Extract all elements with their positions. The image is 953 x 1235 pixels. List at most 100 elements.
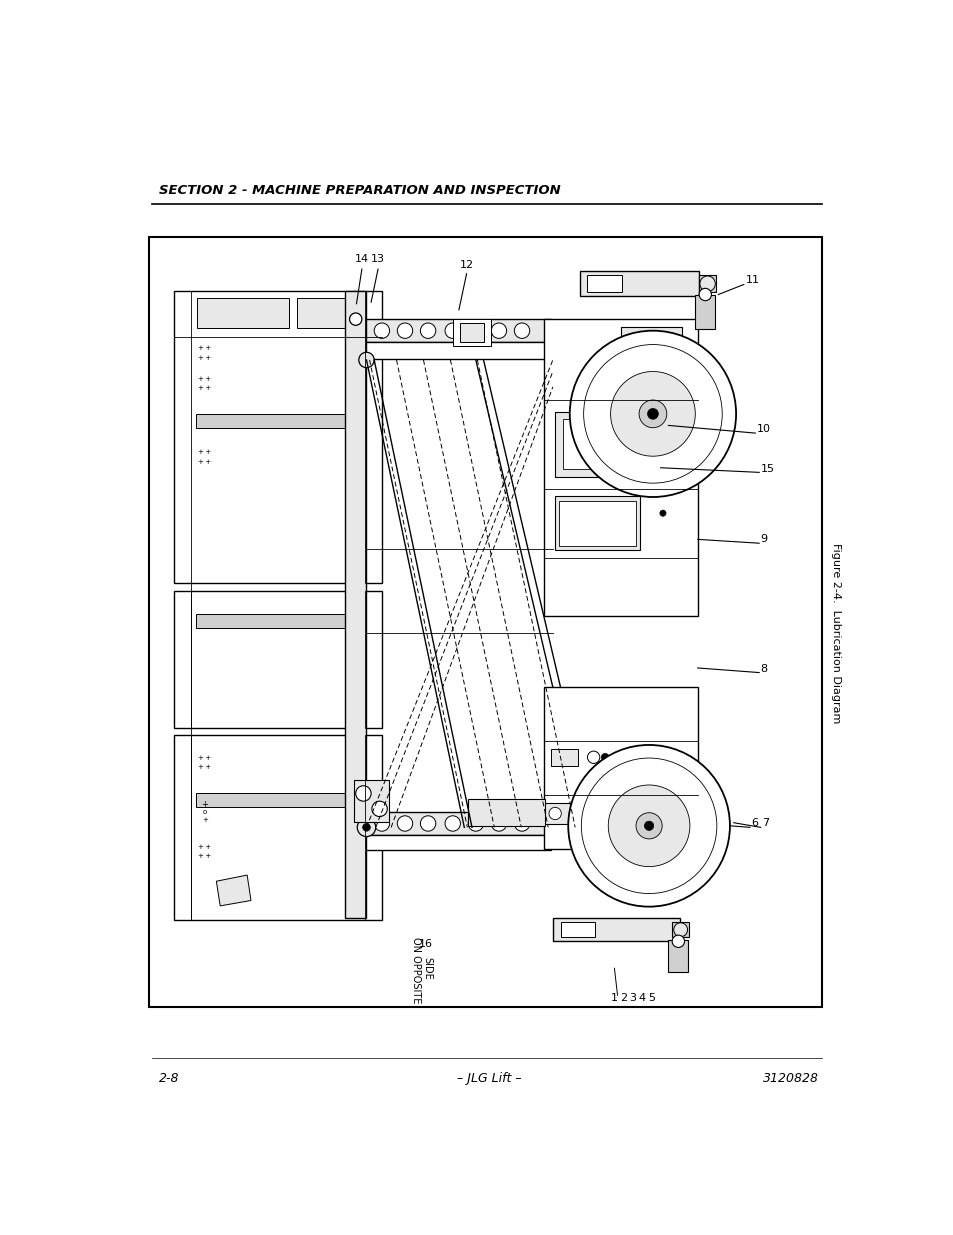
Bar [552, 918, 679, 941]
Text: o: o [202, 809, 207, 815]
Text: +: + [201, 800, 208, 809]
Text: 16: 16 [418, 940, 433, 950]
Text: +: + [202, 816, 208, 823]
Circle shape [468, 324, 483, 338]
Text: 7: 7 [761, 818, 768, 827]
Bar [636, 411, 685, 458]
Text: 9: 9 [760, 535, 767, 545]
Circle shape [568, 745, 729, 906]
Circle shape [608, 785, 689, 867]
Circle shape [699, 288, 711, 300]
Bar [558, 501, 636, 546]
Circle shape [672, 935, 684, 947]
Text: + +: + + [198, 377, 212, 382]
Bar [453, 319, 491, 346]
Bar [555, 411, 632, 477]
Circle shape [349, 312, 361, 325]
Text: + +: + + [198, 450, 212, 456]
Circle shape [679, 808, 692, 820]
Circle shape [514, 816, 529, 831]
Bar [366, 342, 551, 359]
Text: 11: 11 [744, 275, 759, 285]
Circle shape [372, 802, 387, 816]
Circle shape [396, 816, 413, 831]
Circle shape [647, 409, 658, 419]
Text: SIDE: SIDE [422, 957, 432, 979]
Bar [629, 336, 672, 370]
Circle shape [548, 808, 560, 820]
Bar [672, 923, 688, 937]
Bar [562, 419, 624, 469]
Bar [173, 592, 381, 727]
Bar [460, 324, 483, 342]
Circle shape [602, 808, 615, 820]
Circle shape [468, 816, 483, 831]
Bar [560, 923, 595, 937]
Text: + +: + + [198, 458, 212, 464]
Bar [149, 237, 821, 1007]
Text: 5: 5 [647, 993, 654, 1003]
Bar [197, 299, 289, 327]
Text: Figure 2-4.  Lubrication Diagram: Figure 2-4. Lubrication Diagram [830, 543, 841, 724]
Bar [543, 319, 697, 615]
Bar [695, 294, 714, 330]
Bar [173, 735, 381, 920]
Text: + +: + + [198, 755, 212, 761]
Circle shape [444, 816, 460, 831]
Text: ON OPPOSITE: ON OPPOSITE [411, 937, 420, 1004]
Circle shape [355, 785, 371, 802]
Text: 10: 10 [756, 424, 770, 433]
Text: 3: 3 [629, 993, 636, 1003]
Circle shape [659, 510, 665, 516]
Bar [555, 496, 639, 550]
Circle shape [610, 372, 695, 456]
Circle shape [358, 352, 374, 368]
Circle shape [569, 331, 736, 496]
Circle shape [673, 923, 687, 936]
Bar [587, 275, 621, 293]
Circle shape [444, 324, 460, 338]
Polygon shape [216, 876, 251, 906]
Bar [579, 272, 699, 296]
Bar [354, 779, 389, 823]
Bar [297, 299, 358, 327]
Bar [668, 940, 687, 972]
Circle shape [600, 753, 608, 761]
Circle shape [639, 400, 666, 427]
Text: + +: + + [198, 844, 212, 850]
Bar [468, 799, 544, 826]
Text: + +: + + [198, 764, 212, 771]
Text: 15: 15 [760, 463, 774, 473]
Text: 12: 12 [459, 259, 473, 269]
Text: + +: + + [198, 385, 212, 391]
Circle shape [656, 808, 668, 820]
Bar [543, 687, 697, 848]
Circle shape [374, 324, 389, 338]
Text: 6: 6 [751, 818, 758, 827]
Bar [173, 290, 381, 583]
Text: + +: + + [198, 346, 212, 352]
Circle shape [587, 751, 599, 763]
Circle shape [420, 324, 436, 338]
Circle shape [491, 816, 506, 831]
Circle shape [629, 808, 641, 820]
Bar [620, 327, 681, 380]
Circle shape [636, 813, 661, 839]
Text: + +: + + [198, 354, 212, 361]
Circle shape [514, 324, 529, 338]
Text: 14: 14 [355, 254, 369, 264]
Bar [366, 811, 551, 835]
Text: 4: 4 [638, 993, 645, 1003]
Bar [366, 835, 551, 851]
Bar [551, 748, 578, 766]
Bar [699, 275, 716, 293]
Bar [195, 414, 349, 427]
Text: 2-8: 2-8 [158, 1072, 179, 1084]
Text: 13: 13 [371, 254, 385, 264]
Circle shape [396, 324, 413, 338]
Text: 8: 8 [760, 663, 767, 674]
Bar [543, 803, 697, 824]
Bar [195, 614, 349, 627]
Text: 3120828: 3120828 [762, 1072, 819, 1084]
Text: SECTION 2 - MACHINE PREPARATION AND INSPECTION: SECTION 2 - MACHINE PREPARATION AND INSP… [158, 184, 559, 198]
